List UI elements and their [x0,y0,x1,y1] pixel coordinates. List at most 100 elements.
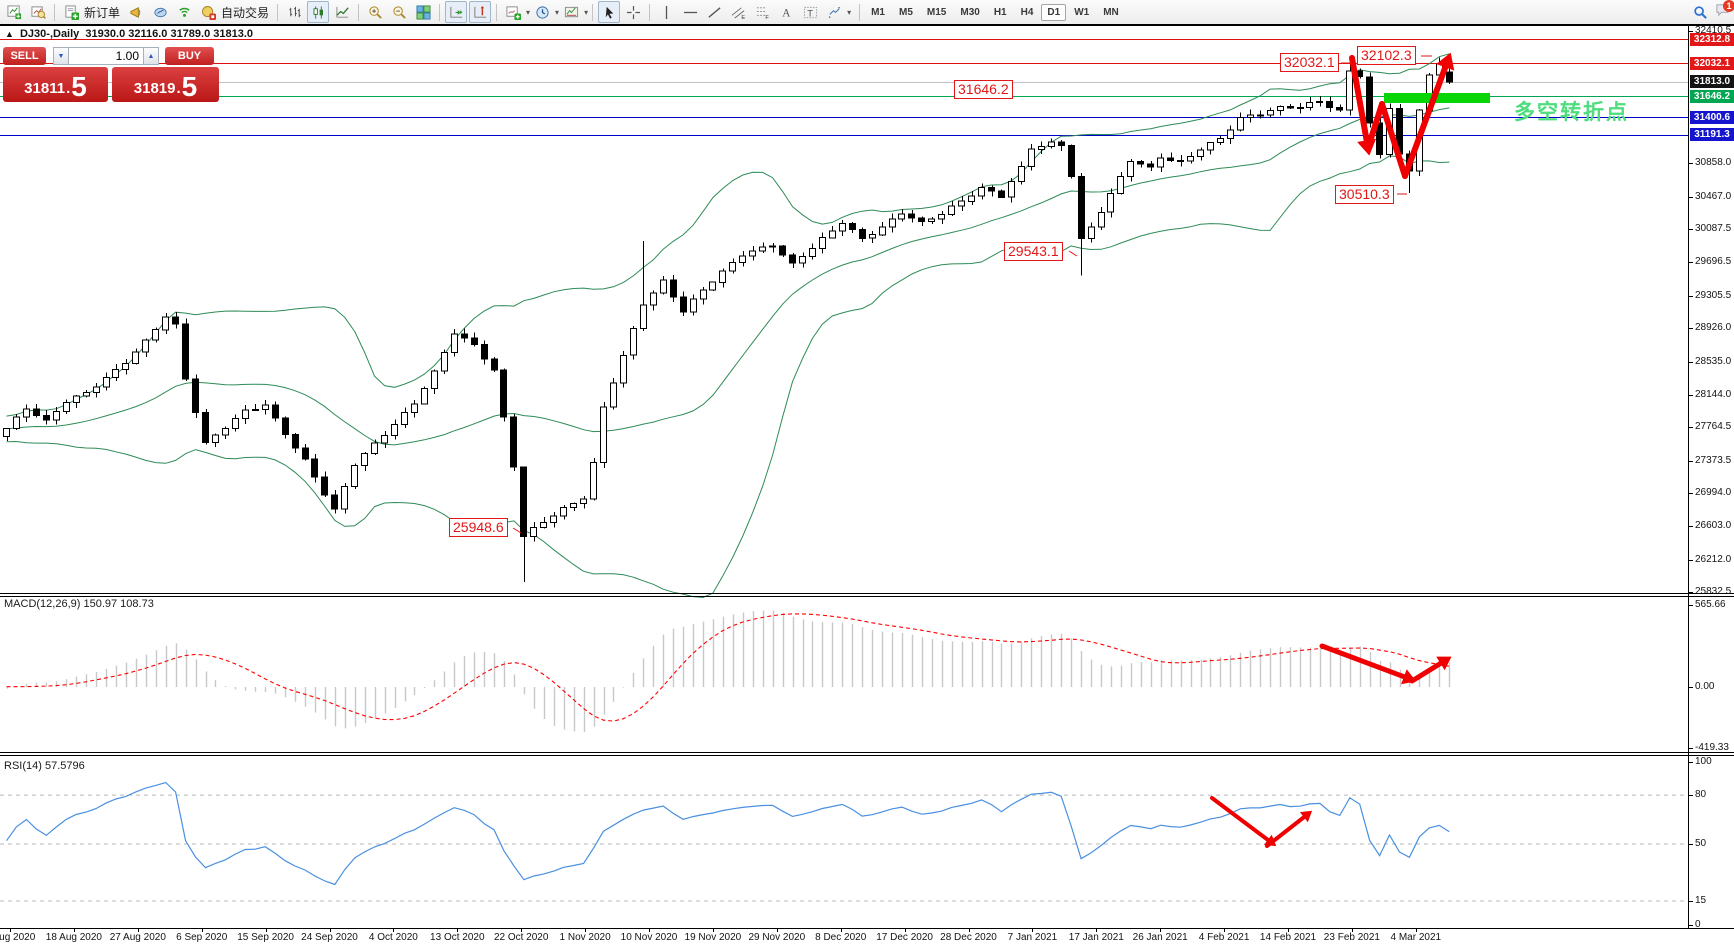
sell-price[interactable]: 31811 . 5 [3,67,108,102]
auto-scroll-button[interactable] [445,1,468,23]
profiles-icon [30,5,46,20]
timeframe-w1-button[interactable]: W1 [1074,6,1090,18]
macd-signal-line [6,613,1450,722]
trendline-button[interactable] [703,1,725,23]
sell-button[interactable]: SELL [3,47,46,65]
tile-windows-icon [416,4,431,20]
bollinger-bands [6,53,1450,599]
toolbar-separator [649,3,651,21]
fibonacci-button[interactable]: F [751,1,773,23]
horn-icon [129,5,144,20]
trendline-icon [707,5,722,20]
ohlc-values: 31930.0 32116.0 31789.0 31813.0 [85,28,254,40]
chart-title: ▲ DJ30-,Daily 31930.0 32116.0 31789.0 31… [5,28,253,40]
text-button[interactable]: A [775,1,797,23]
periods-icon [535,5,550,20]
volume-input[interactable]: 1.00 [69,47,143,65]
signals-button[interactable] [173,1,195,23]
autotrade-button[interactable] [197,1,219,23]
candlestick-icon [311,5,326,20]
shapes-button[interactable] [823,1,845,23]
new-chart-icon [6,4,22,20]
buy-button[interactable]: BUY [165,47,214,65]
market-watch-button[interactable] [149,1,171,23]
new-order-button[interactable] [60,1,82,23]
dropdown-caret-icon[interactable]: ▾ [555,7,560,17]
buy-price-dot: . [176,80,181,97]
sell-price-dot: . [66,80,71,97]
horn-button[interactable] [125,1,147,23]
periods-button[interactable] [531,1,553,23]
indicators-icon [506,5,521,20]
channel-button[interactable]: E [727,1,749,23]
shapes-icon [827,5,842,20]
toolbar-separator [358,3,360,21]
bull-bear-pivot-label[interactable]: 多空转折点 [1514,101,1629,124]
timeframe-m15-button[interactable]: M15 [926,6,947,18]
chart-shift-button[interactable] [469,1,492,23]
buy-price[interactable]: 31819 . 5 [112,67,219,102]
svg-text:T: T [807,8,813,18]
line-chart-button[interactable] [331,1,353,23]
toolbar-separator [496,3,498,21]
text-icon: A [779,5,794,20]
bar-chart-button[interactable] [283,1,305,23]
hline-icon [683,5,698,20]
timeframe-m5-button[interactable]: M5 [899,6,913,18]
line-chart-icon [335,5,350,20]
zoom-out-button[interactable] [388,1,410,23]
vline-button[interactable] [655,1,677,23]
zoom-out-icon [392,5,407,20]
candlestick-button[interactable] [307,1,330,23]
dropdown-caret-icon[interactable]: ▾ [847,7,852,17]
timeframe-h4-button[interactable]: H4 [1020,6,1034,18]
cursor-icon [602,5,617,20]
dropdown-caret-icon[interactable]: ▾ [584,7,589,17]
timeframe-h1-button[interactable]: H1 [993,6,1007,18]
annotation-arrows [512,52,1455,848]
dropdown-caret-icon[interactable]: ▾ [526,7,531,17]
volume-increase-button[interactable]: ▲ [143,47,159,65]
one-click-trading-panel: SELL ▼ 1.00 ▲ BUY 31811 . 5 31819 . 5 [3,47,219,102]
cursor-button[interactable] [598,1,621,23]
macd-pane [6,610,1451,732]
toolbar-separator [592,3,594,21]
rsi-line [6,781,1450,886]
timeframe-m1-button[interactable]: M1 [871,6,885,18]
autotrade-label[interactable]: 自动交易 [221,5,270,20]
templates-icon [564,5,579,20]
timeframe-d1-button[interactable]: D1 [1041,3,1067,21]
toolbar-separator [277,3,279,21]
templates-button[interactable] [560,1,582,23]
label-icon: T [803,5,818,20]
vline-icon [659,5,674,20]
market-watch-icon [153,5,168,20]
profiles-button[interactable] [27,1,49,23]
notification-badge: 1 [1723,0,1734,12]
volume-decrease-button[interactable]: ▼ [53,47,69,65]
toolbar-separator [54,3,55,21]
sell-price-pip: 5 [71,71,87,102]
zoom-in-button[interactable] [364,1,386,23]
new-chart-button[interactable] [3,1,25,23]
sell-price-int: 31811 [24,80,66,97]
hline-button[interactable] [679,1,701,23]
buy-price-pip: 5 [181,71,198,102]
rsi-pane [0,781,1688,902]
timeframe-mn-button[interactable]: MN [1103,6,1119,18]
new-order-label[interactable]: 新订单 [84,5,121,20]
timeframe-m30-button[interactable]: M30 [960,6,980,18]
fibonacci-icon: F [755,5,770,20]
search-button[interactable] [1689,1,1711,23]
notifications-button[interactable]: 1 [1712,0,1734,22]
new-order-icon [64,4,79,20]
crosshair-button[interactable] [622,1,644,23]
svg-text:E: E [741,15,745,20]
tile-windows-button[interactable] [412,1,434,23]
label-button[interactable]: T [799,1,821,23]
indicators-button[interactable] [502,1,524,23]
search-icon [1693,5,1708,20]
signals-icon [177,5,192,20]
svg-text:F: F [765,15,769,20]
